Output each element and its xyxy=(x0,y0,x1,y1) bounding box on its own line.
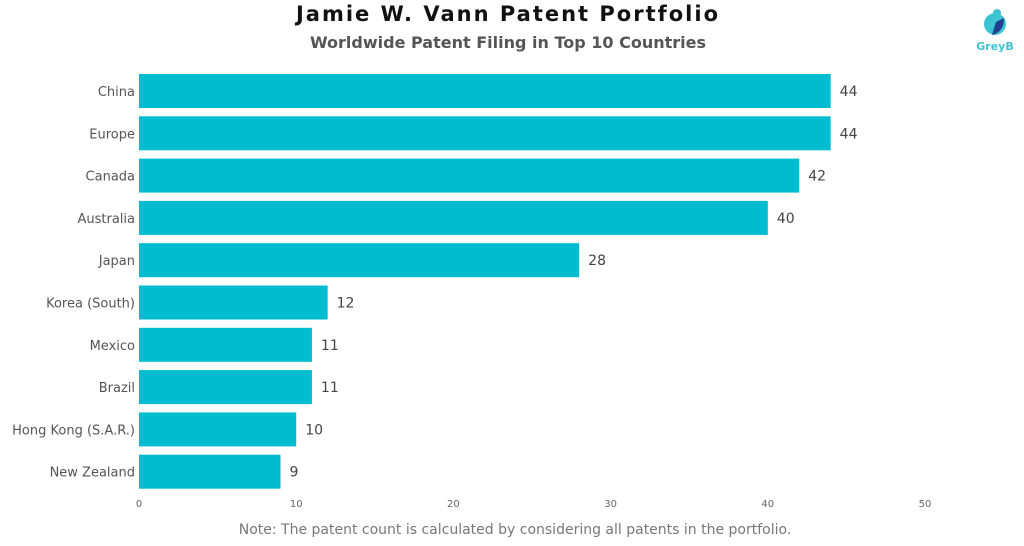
x-tick-label: 50 xyxy=(919,499,932,510)
data-label: 11 xyxy=(321,380,339,396)
chart-subtitle: Worldwide Patent Filing in Top 10 Countr… xyxy=(309,33,707,52)
bar xyxy=(139,412,297,447)
data-label: 10 xyxy=(305,422,323,438)
category-label: Europe xyxy=(89,127,135,142)
data-label: 9 xyxy=(289,465,298,481)
category-label: Mexico xyxy=(90,339,135,354)
category-label: Korea (South) xyxy=(46,297,135,312)
bar xyxy=(139,74,831,108)
category-label: China xyxy=(98,85,135,100)
x-tick-label: 10 xyxy=(290,499,303,510)
chart-note: Note: The patent count is calculated by … xyxy=(238,522,792,538)
data-label: 12 xyxy=(337,296,355,312)
bar xyxy=(139,370,312,405)
logo-text: GreyB xyxy=(976,40,1014,53)
category-label: Brazil xyxy=(99,381,135,396)
category-label: Japan xyxy=(98,254,135,269)
x-tick-label: 20 xyxy=(447,499,460,510)
bar xyxy=(139,454,281,489)
x-tick-label: 30 xyxy=(604,499,617,510)
category-label: Australia xyxy=(77,212,135,227)
data-label: 44 xyxy=(840,84,858,100)
bar xyxy=(139,158,800,193)
category-label: New Zealand xyxy=(50,466,135,481)
bar xyxy=(139,116,831,151)
category-label: Canada xyxy=(86,170,135,185)
greyb-logo: GreyB xyxy=(975,8,1015,53)
x-tick-label: 40 xyxy=(761,499,774,510)
bar xyxy=(139,200,768,235)
greyb-logo-icon xyxy=(984,9,1006,35)
bar xyxy=(139,327,312,362)
data-label: 42 xyxy=(808,169,826,185)
data-label: 44 xyxy=(840,126,858,142)
chart-title: Jamie W. Vann Patent Portfolio xyxy=(295,2,721,26)
category-label: Hong Kong (S.A.R.) xyxy=(12,423,135,438)
bar xyxy=(139,243,580,278)
x-tick-label: 0 xyxy=(136,499,142,510)
data-label: 11 xyxy=(321,338,339,354)
bar xyxy=(139,285,328,320)
data-label: 28 xyxy=(588,253,606,269)
data-label: 40 xyxy=(777,211,795,227)
